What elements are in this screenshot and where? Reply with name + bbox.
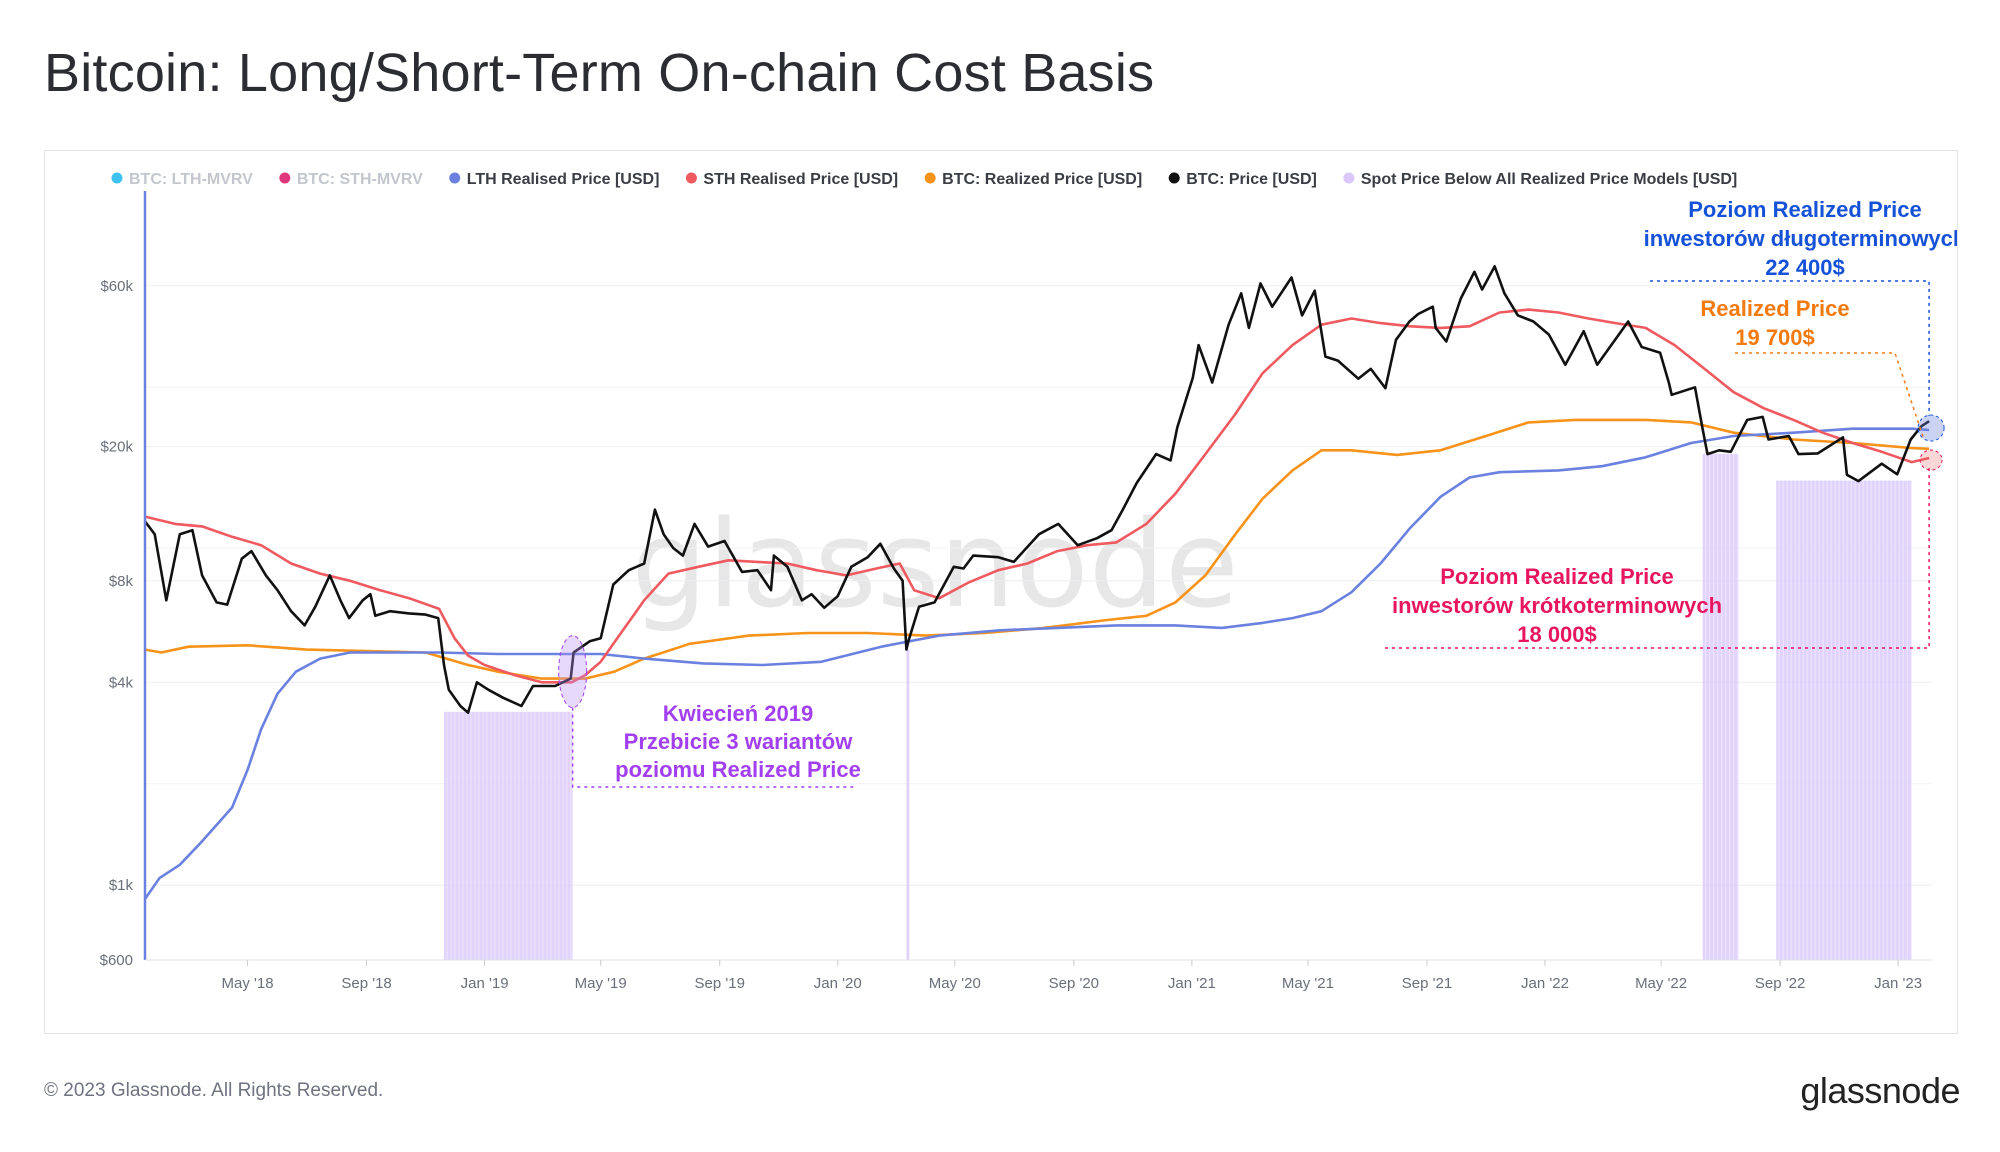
y-tick-label: $1k: [109, 877, 134, 894]
x-tick-label: May '19: [575, 975, 627, 992]
page-title: Bitcoin: Long/Short-Term On-chain Cost B…: [44, 43, 1155, 103]
x-tick-label: Sep '20: [1049, 975, 1099, 992]
copyright-text: © 2023 Glassnode. All Rights Reserved.: [44, 1080, 384, 1101]
y-tick-label: $600: [100, 952, 133, 969]
x-tick-label: May '20: [929, 975, 981, 992]
y-tick-label: $20k: [100, 439, 133, 456]
legend-label-realized: BTC: Realized Price [USD]: [942, 171, 1142, 188]
annotation-april-marker: [558, 635, 588, 709]
annotation-lth_level-line-2: 22 400$: [1765, 255, 1845, 280]
glassnode-logo: glassnode: [1800, 1070, 1960, 1111]
legend-item-price[interactable]: BTC: Price [USD]: [1168, 171, 1317, 188]
y-tick-label: $8k: [109, 573, 134, 590]
annotation-sth_level-line-0: Poziom Realized Price: [1440, 564, 1674, 589]
annotation-april_2019-line-1: Przebicie 3 wariantów: [624, 729, 854, 754]
annotation-april_2019-line-0: Kwiecień 2019: [663, 701, 813, 726]
below-all-band: [1776, 480, 1912, 960]
below-all-band: [1702, 453, 1739, 960]
annotation-lth-marker: [1917, 414, 1945, 442]
legend-item-below[interactable]: Spot Price Below All Realized Price Mode…: [1343, 171, 1737, 188]
legend-label-price: BTC: Price [USD]: [1186, 171, 1317, 188]
x-tick-label: Jan '22: [1521, 975, 1569, 992]
legend-item-realized[interactable]: BTC: Realized Price [USD]: [924, 171, 1143, 188]
x-tick-label: Jan '20: [814, 975, 862, 992]
legend-dot-realized: [924, 172, 936, 184]
annotation-lth-leader: [1650, 280, 1930, 417]
x-tick-label: Sep '19: [695, 975, 745, 992]
x-tick-label: Sep '22: [1755, 975, 1805, 992]
series-line-realized: [144, 418, 1930, 680]
legend-dot-lth_mvrv: [111, 172, 123, 184]
annotation-realized_level-line-0: Realized Price: [1700, 296, 1849, 321]
legend-dot-sth: [685, 172, 697, 184]
annotation-realized_level-line-1: 19 700$: [1735, 325, 1815, 350]
legend-item-lth[interactable]: LTH Realised Price [USD]: [449, 171, 659, 188]
below-all-band: [906, 649, 910, 960]
x-tick-label: Jan '23: [1874, 975, 1922, 992]
x-tick-label: May '22: [1635, 975, 1687, 992]
annotation-sth_level-line-1: inwestorów krótkoterminowych: [1392, 593, 1722, 618]
legend-label-below: Spot Price Below All Realized Price Mode…: [1361, 171, 1737, 188]
below-all-band: [443, 711, 573, 960]
legend-item-lth_mvrv[interactable]: BTC: LTH-MVRV: [111, 171, 254, 188]
legend-label-sth: STH Realised Price [USD]: [703, 171, 898, 188]
chart-container: glassnode $60k $20k $8k $4k $1k $600 May '18 Se…: [44, 150, 1958, 1034]
y-tick-label: $4k: [109, 674, 134, 691]
legend-label-sth_mvrv: BTC: STH-MVRV: [297, 171, 423, 188]
annotation-april-leader: [571, 707, 855, 788]
annotation-april_2019-line-2: poziomu Realized Price: [615, 757, 861, 782]
x-tick-label: Jan '19: [461, 975, 509, 992]
series-line-sth: [144, 308, 1930, 684]
watermark-text: glassnode: [631, 496, 1239, 635]
annotation-realized-leader: [1735, 352, 1924, 438]
legend-dot-lth: [449, 172, 461, 184]
annotation-sth-marker: [1919, 449, 1943, 471]
y-tick-label: $60k: [100, 278, 133, 295]
x-tick-label: Sep '21: [1402, 975, 1452, 992]
legend-label-lth_mvrv: BTC: LTH-MVRV: [129, 171, 253, 188]
legend-item-sth_mvrv[interactable]: BTC: STH-MVRV: [279, 171, 423, 188]
series-line-price: [143, 265, 1930, 714]
annotation-sth-leader: [1385, 466, 1930, 649]
series-line-lth: [143, 427, 1930, 900]
x-tick-label: Jan '21: [1168, 975, 1216, 992]
x-tick-label: May '21: [1282, 975, 1334, 992]
x-tick-label: May '18: [222, 975, 274, 992]
legend-item-sth[interactable]: STH Realised Price [USD]: [685, 171, 898, 188]
annotation-lth_level-line-1: inwestorów długoterminowych: [1644, 226, 1957, 251]
legend-dot-below: [1343, 172, 1355, 184]
legend-dot-sth_mvrv: [279, 172, 291, 184]
legend-label-lth: LTH Realised Price [USD]: [467, 171, 660, 188]
annotation-lth_level-line-0: Poziom Realized Price: [1688, 197, 1922, 222]
annotation-sth_level-line-2: 18 000$: [1517, 622, 1597, 647]
legend-dot-price: [1168, 172, 1180, 184]
x-tick-label: Sep '18: [341, 975, 391, 992]
chart-svg: glassnode $60k $20k $8k $4k $1k $600 May '18 Se…: [100, 171, 1957, 992]
